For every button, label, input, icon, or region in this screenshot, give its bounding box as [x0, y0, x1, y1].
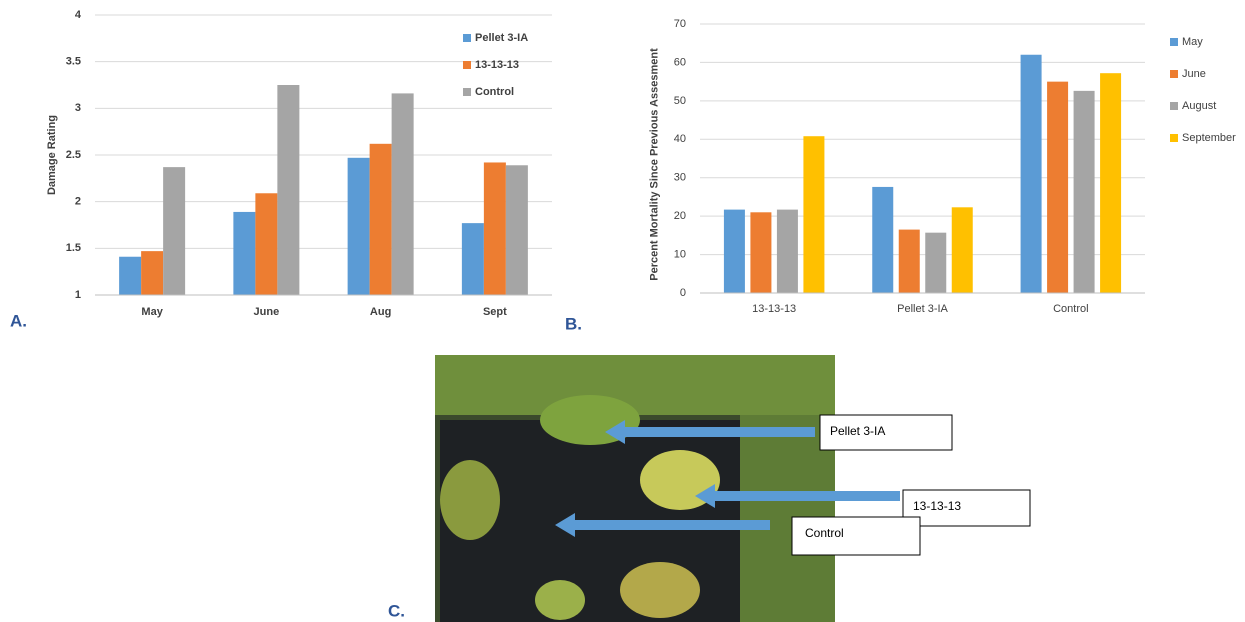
legend-label: May [1182, 36, 1203, 48]
bar [141, 251, 163, 295]
bar [277, 85, 299, 295]
legend-swatch [1170, 134, 1178, 142]
y-axis-label: Damage Rating [46, 115, 58, 195]
legend-swatch [1170, 38, 1178, 46]
legend-swatch [463, 88, 471, 96]
legend-label: September [1182, 132, 1236, 144]
bar [348, 158, 370, 295]
y-tick-label: 1.5 [66, 242, 81, 254]
legend-label: Control [475, 86, 514, 98]
y-tick-label: 10 [674, 248, 686, 260]
annotation: 13-13-13 [913, 499, 961, 513]
y-tick-label: 1 [75, 289, 81, 301]
bar [872, 187, 893, 293]
y-tick-label: 2.5 [66, 149, 81, 161]
photo-leaves [440, 460, 500, 540]
bar [370, 144, 392, 295]
bar [1100, 73, 1121, 293]
bar [925, 233, 946, 293]
y-tick-label: 3.5 [66, 56, 81, 68]
legend-swatch [463, 34, 471, 42]
bar [952, 207, 973, 293]
x-tick-label: Sept [483, 306, 507, 318]
photo: Pellet 3-IA 13-13-13 Control [435, 355, 1030, 622]
y-tick-label: 50 [674, 95, 686, 107]
legend-label: August [1182, 100, 1216, 112]
bar [163, 167, 185, 295]
x-tick-label: May [141, 306, 163, 318]
panel-label: B. [565, 314, 582, 333]
bar [1047, 82, 1068, 293]
legend-label: June [1182, 68, 1206, 80]
legend-label: 13-13-13 [475, 59, 519, 71]
photo-leaves [535, 580, 585, 620]
bar [1074, 91, 1095, 293]
y-tick-label: 0 [680, 287, 686, 299]
x-tick-label: Control [1053, 303, 1088, 315]
bar [462, 223, 484, 295]
annotation: Control [805, 526, 844, 540]
bar [255, 193, 277, 295]
bar [724, 210, 745, 293]
x-tick-label: June [254, 306, 280, 318]
legend-swatch [1170, 102, 1178, 110]
y-tick-label: 40 [674, 133, 686, 145]
bar [484, 162, 506, 295]
bar [899, 230, 920, 293]
y-tick-label: 4 [75, 9, 82, 21]
bar [506, 165, 528, 295]
legend-swatch [463, 61, 471, 69]
bar [750, 212, 771, 293]
y-tick-label: 30 [674, 172, 686, 184]
canvas: Pellet 3-IA 13-13-13 Control A. B. C. Da… [0, 0, 1245, 622]
bar [233, 212, 255, 295]
y-axis-label: Percent Mortality Since Previous Assesme… [649, 40, 662, 290]
legend-label: Pellet 3-IA [475, 32, 528, 44]
x-tick-label: 13-13-13 [752, 303, 796, 315]
panel-label: A. [10, 311, 27, 330]
y-tick-label: 2 [75, 196, 81, 208]
y-tick-label: 60 [674, 56, 686, 68]
annotation: Pellet 3-IA [830, 424, 885, 438]
x-tick-label: Aug [370, 306, 391, 318]
bar [392, 93, 414, 295]
y-tick-label: 70 [674, 18, 686, 30]
bar [1021, 55, 1042, 293]
panel-label: C. [388, 601, 405, 620]
y-tick-label: 20 [674, 210, 686, 222]
x-tick-label: Pellet 3-IA [897, 303, 948, 315]
legend-swatch [1170, 70, 1178, 78]
bar [119, 257, 141, 295]
bar [777, 210, 798, 293]
photo-leaves [620, 562, 700, 618]
photo-foliage [435, 355, 835, 415]
figure: Pellet 3-IA 13-13-13 Control A. B. C. Da… [0, 0, 1245, 622]
y-tick-label: 3 [75, 102, 81, 114]
bar [803, 136, 824, 293]
